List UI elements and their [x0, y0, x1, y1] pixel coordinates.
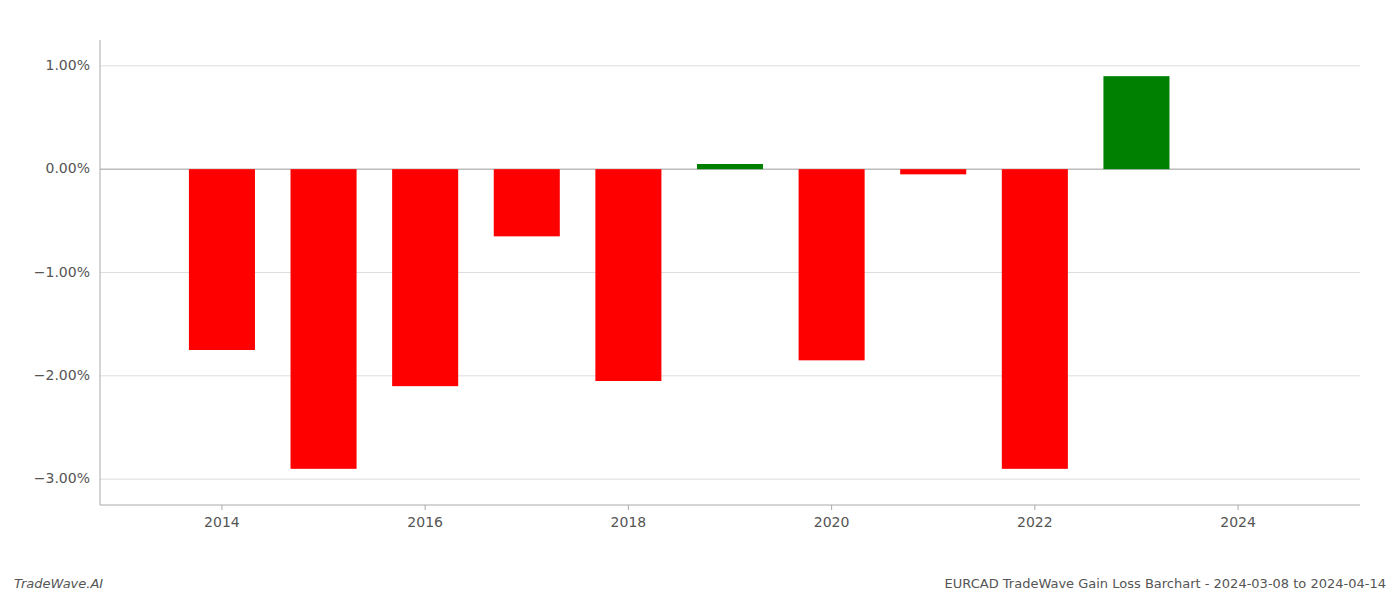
y-tick-label: −2.00% [34, 367, 90, 383]
y-tick-label: 0.00% [46, 160, 90, 176]
x-tick [1238, 505, 1239, 510]
bar [1103, 76, 1169, 169]
y-tick-label: −1.00% [34, 264, 90, 280]
y-axis-line [100, 40, 101, 505]
x-tick-label: 2022 [1017, 514, 1053, 530]
x-tick [1034, 505, 1035, 510]
x-tick-label: 2018 [611, 514, 647, 530]
chart: −3.00% −2.00% −1.00% 0.00% 1.00% 2014 2016 2018… [0, 0, 1400, 600]
x-tick [221, 505, 222, 510]
x-tick [425, 505, 426, 510]
y-tick-label: −3.00% [34, 470, 90, 486]
bar [1002, 169, 1068, 469]
x-tick-label: 2016 [407, 514, 443, 530]
x-tick-label: 2024 [1220, 514, 1256, 530]
grid-line [100, 375, 1360, 376]
y-tick-label: 1.00% [46, 57, 90, 73]
bar [900, 169, 966, 174]
bar [189, 169, 255, 350]
bar [799, 169, 865, 360]
bar [291, 169, 357, 469]
x-axis-line [100, 505, 1360, 506]
grid-line [100, 272, 1360, 273]
x-tick [628, 505, 629, 510]
grid-line [100, 479, 1360, 480]
grid [100, 66, 1360, 479]
footer-left: TradeWave.AI [14, 576, 103, 591]
bar [392, 169, 458, 386]
bar [595, 169, 661, 381]
bars [189, 76, 1170, 469]
x-tick-label: 2020 [814, 514, 850, 530]
x-tick [831, 505, 832, 510]
grid-line [100, 65, 1360, 66]
bar [697, 164, 763, 169]
x-tick-label: 2014 [204, 514, 240, 530]
bar [494, 169, 560, 236]
footer-right: EURCAD TradeWave Gain Loss Barchart - 20… [945, 576, 1386, 591]
